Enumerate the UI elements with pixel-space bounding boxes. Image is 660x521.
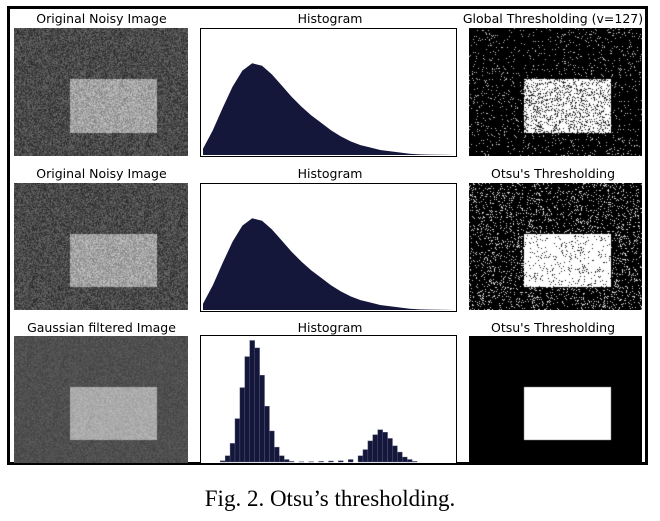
histogram-bar [407, 459, 413, 463]
noisy-image [14, 28, 188, 156]
histogram-bar [397, 451, 403, 463]
histogram-bar [284, 459, 290, 463]
histogram-bar [224, 455, 231, 463]
panel-title: Histogram [297, 11, 363, 26]
histogram-chart [220, 340, 418, 463]
histogram-bar [229, 443, 236, 463]
histogram-bar [279, 455, 285, 463]
histogram-bar [234, 418, 241, 463]
histogram-bar [264, 405, 270, 463]
histogram-bar [318, 461, 324, 463]
figure-caption: Fig. 2. Otsu’s thresholding. [204, 486, 456, 511]
noisy-image [14, 183, 188, 310]
histogram-bar [382, 432, 388, 463]
histogram-area [203, 218, 454, 310]
histogram-chart [203, 63, 454, 155]
panel-title: Otsu's Thresholding [490, 166, 616, 181]
histogram-bar [402, 456, 408, 463]
histogram-area [203, 63, 454, 155]
threshold-result-image [469, 336, 642, 463]
histogram-bar [259, 375, 265, 463]
histogram-chart [203, 218, 454, 310]
histogram-bar [328, 460, 334, 463]
threshold-result-image [469, 183, 642, 310]
histogram-bar [411, 461, 418, 463]
noisy-image-panel [14, 28, 188, 156]
threshold-result-panel [469, 183, 642, 310]
figure-frame: Original Noisy Image Histogram Global Th… [7, 6, 648, 465]
panel-title: Histogram [297, 320, 363, 335]
histogram-bar [362, 449, 369, 463]
histogram-bar [269, 430, 275, 463]
histogram-bar [288, 461, 295, 463]
histogram-bar [244, 356, 250, 463]
histogram-panel [200, 28, 457, 157]
threshold-result-panel [469, 28, 642, 156]
histogram-bar [387, 438, 393, 463]
histogram-bar [367, 440, 373, 463]
panel-title: Gaussian filtered Image [27, 320, 176, 335]
histogram-bar [377, 429, 383, 463]
panel-title: Global Thresholding (v=127) [462, 11, 644, 26]
panel-title: Histogram [297, 166, 363, 181]
histogram-bar [239, 387, 246, 463]
filtered-image [14, 336, 188, 463]
panel-title: Original Noisy Image [36, 11, 167, 26]
histogram-bar [392, 445, 398, 463]
histogram-bar [338, 460, 344, 463]
histogram-bar [249, 340, 255, 463]
histogram-bar [220, 460, 226, 463]
filtered-image-panel [14, 336, 188, 463]
noisy-image-panel [14, 183, 188, 310]
panel-title: Original Noisy Image [36, 166, 167, 181]
histogram-panel [200, 183, 457, 312]
histogram-bar [347, 459, 354, 463]
histogram-bar [372, 434, 378, 463]
panel-title: Otsu's Thresholding [490, 320, 616, 335]
histogram-panel [200, 335, 457, 464]
histogram-bar [274, 446, 280, 463]
threshold-result-image [469, 28, 642, 156]
histogram-bar [357, 455, 364, 463]
histogram-bar [254, 347, 260, 463]
threshold-result-panel [469, 336, 642, 463]
